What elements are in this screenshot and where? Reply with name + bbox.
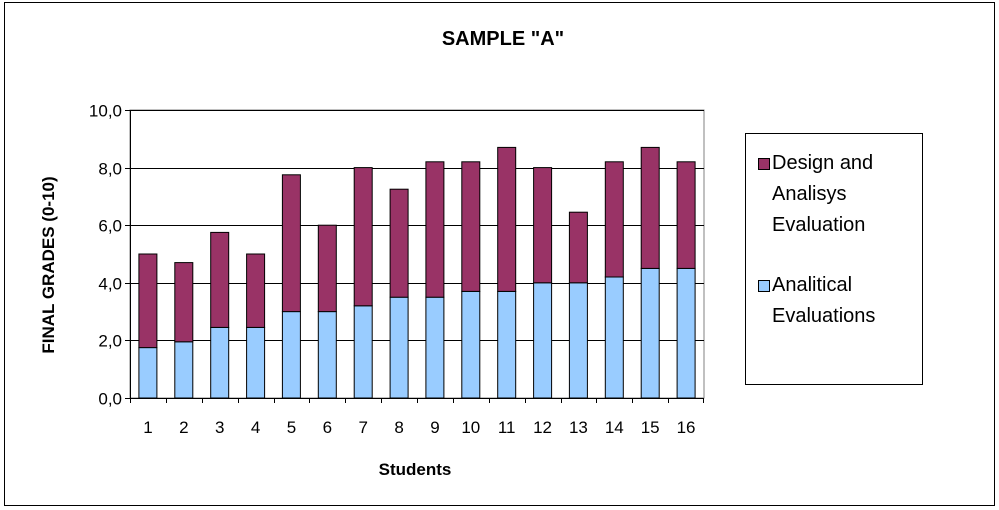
- legend-entry-design: Design and Analisys Evaluation: [758, 148, 922, 241]
- bar-design: [425, 161, 445, 298]
- bar-analitical: [210, 326, 230, 399]
- x-tick-label: 12: [533, 418, 552, 437]
- x-tick-label: 14: [605, 418, 624, 437]
- x-tick-label: 15: [641, 418, 660, 437]
- bar-analitical: [461, 290, 481, 399]
- chart-svg: SAMPLE "A" Students FINAL GRADES (0-10) …: [39, 28, 705, 479]
- bar-design: [604, 161, 624, 278]
- x-tick-label: 2: [179, 418, 188, 437]
- bar-design: [497, 146, 517, 292]
- bar-design: [210, 231, 230, 328]
- x-tick-label: 13: [569, 418, 588, 437]
- bar-analitical: [676, 267, 696, 399]
- y-tick-label: 6,0: [98, 217, 122, 236]
- bar-design: [138, 253, 158, 349]
- legend-label-design: Design and Analisys Evaluation: [772, 152, 874, 236]
- bar-analitical: [317, 311, 337, 399]
- legend-entry-analitical: Analitical Evaluations: [758, 270, 922, 332]
- bar-design: [246, 253, 266, 328]
- bar-design: [389, 188, 409, 298]
- bar-analitical: [604, 276, 624, 399]
- y-tick-label: 4,0: [98, 275, 122, 294]
- x-tick-label: 11: [498, 418, 516, 437]
- bar-analitical: [640, 267, 660, 399]
- bar-design: [640, 146, 660, 269]
- x-tick-label: 3: [215, 418, 224, 437]
- y-tick-label: 10,0: [89, 102, 122, 121]
- bar-analitical: [281, 311, 301, 399]
- x-tick-label: 8: [394, 418, 403, 437]
- legend: Design and Analisys Evaluation Analitica…: [745, 133, 923, 385]
- bar-analitical: [353, 305, 373, 399]
- bar-design: [281, 174, 301, 313]
- bar-design: [568, 211, 588, 284]
- y-tick-label: 0,0: [98, 390, 122, 409]
- x-tick-label: 7: [358, 418, 367, 437]
- y-axis-label: FINAL GRADES (0-10): [39, 176, 58, 353]
- bar-design: [533, 167, 553, 284]
- bar-analitical: [533, 282, 553, 399]
- bar-analitical: [425, 296, 445, 399]
- legend-label-analitical: Analitical Evaluations: [772, 274, 876, 327]
- x-tick-label: 10: [461, 418, 480, 437]
- plot-area: 0,02,04,06,08,010,01 2 3 4 5 6 7 8 9 10 11 12 13 14 15…: [89, 102, 705, 437]
- bar-design: [174, 262, 194, 343]
- bar-analitical: [568, 282, 588, 399]
- bar-design: [353, 167, 373, 307]
- bar-analitical: [497, 290, 517, 399]
- x-tick-label: 4: [251, 418, 260, 437]
- bar-analitical: [246, 326, 266, 399]
- bar-design: [461, 161, 481, 292]
- x-tick-label: 1: [143, 418, 152, 437]
- chart-title: SAMPLE "A": [442, 28, 564, 50]
- y-tick-label: 2,0: [98, 332, 122, 351]
- x-tick-label: 9: [430, 418, 439, 437]
- x-tick-label: 16: [677, 418, 696, 437]
- bar-design: [317, 224, 337, 313]
- chart-frame: SAMPLE "A" Students FINAL GRADES (0-10) …: [4, 2, 995, 506]
- x-axis-label: Students: [379, 460, 452, 479]
- x-tick-label: 6: [323, 418, 332, 437]
- legend-swatch-design: [758, 158, 770, 170]
- bar-analitical: [389, 296, 409, 399]
- x-tick-label: 5: [287, 418, 296, 437]
- bar-design: [676, 161, 696, 269]
- y-tick-label: 8,0: [98, 160, 122, 179]
- bar-analitical: [174, 341, 194, 399]
- legend-swatch-analitical: [758, 280, 770, 292]
- bar-analitical: [138, 347, 158, 399]
